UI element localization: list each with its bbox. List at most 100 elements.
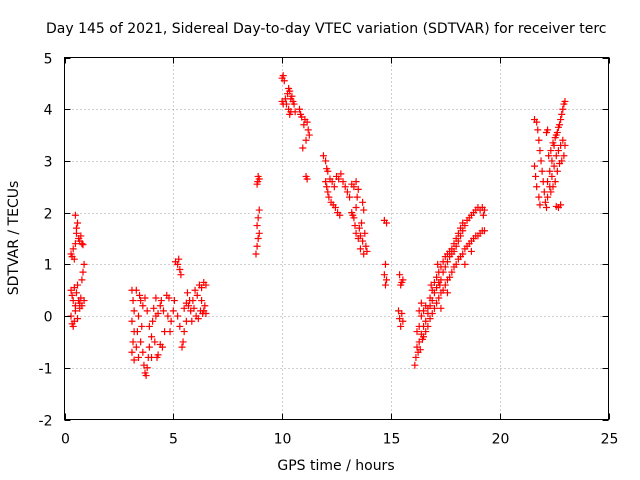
data-point <box>354 185 362 193</box>
data-point <box>346 193 354 201</box>
data-point <box>457 224 465 232</box>
data-point <box>290 100 298 108</box>
data-point <box>397 322 405 330</box>
data-point <box>422 328 430 336</box>
data-point <box>254 178 262 186</box>
data-point <box>343 188 351 196</box>
data-point <box>134 353 142 361</box>
chart-title: Day 145 of 2021, Sidereal Day-to-day VTE… <box>46 21 606 37</box>
data-point <box>160 307 168 315</box>
data-point <box>150 304 158 312</box>
data-point <box>439 258 447 266</box>
data-point <box>132 286 140 294</box>
y-axis-label: SDTVAR / TECUs <box>6 181 22 296</box>
data-point <box>532 172 540 180</box>
data-point <box>253 242 261 250</box>
data-point <box>359 237 367 245</box>
data-point <box>416 346 424 354</box>
data-point <box>443 289 451 297</box>
data-point <box>152 312 160 320</box>
data-point <box>78 302 86 310</box>
data-point <box>544 193 552 201</box>
data-point <box>540 188 548 196</box>
data-point <box>330 183 338 191</box>
x-tick-label: 15 <box>383 432 401 448</box>
data-point <box>554 147 562 155</box>
data-point <box>550 162 558 170</box>
y-tick-label: -2 <box>39 414 53 430</box>
data-point <box>133 328 141 336</box>
data-point <box>480 206 488 214</box>
data-point <box>560 152 568 160</box>
x-tick-labels: 0 5 10 15 20 25 <box>61 432 618 448</box>
data-point <box>556 160 564 168</box>
data-point <box>446 273 454 281</box>
data-point <box>559 136 567 144</box>
data-point <box>176 322 184 330</box>
data-point <box>288 92 296 100</box>
data-point <box>192 312 200 320</box>
data-point <box>434 260 442 268</box>
data-point <box>552 202 560 210</box>
data-point <box>360 206 368 214</box>
data-point <box>68 291 76 299</box>
data-point <box>430 304 438 312</box>
data-point <box>359 198 367 206</box>
data-point <box>551 178 559 186</box>
data-point <box>360 250 368 258</box>
data-point <box>435 294 443 302</box>
data-point <box>553 128 561 136</box>
data-point <box>426 315 434 323</box>
data-point <box>148 353 156 361</box>
data-point <box>280 77 288 85</box>
data-point <box>70 255 78 263</box>
data-point <box>561 141 569 149</box>
data-point <box>129 338 137 346</box>
data-point <box>180 328 188 336</box>
data-point <box>556 121 564 129</box>
data-point <box>74 315 82 323</box>
data-point <box>253 222 261 230</box>
data-point <box>183 289 191 297</box>
data-point <box>139 348 147 356</box>
data-point <box>328 178 336 186</box>
data-point <box>418 335 426 343</box>
data-point <box>143 307 151 315</box>
data-point <box>417 299 425 307</box>
data-point <box>559 105 567 113</box>
data-point <box>325 193 333 201</box>
data-point <box>202 309 210 317</box>
data-point <box>461 260 469 268</box>
data-point <box>180 304 188 312</box>
data-point <box>167 317 175 325</box>
data-point <box>361 229 369 237</box>
data-point <box>538 167 546 175</box>
data-point <box>362 242 370 250</box>
data-point <box>254 235 262 242</box>
data-point <box>339 178 347 186</box>
data-point <box>198 284 206 292</box>
data-point <box>137 338 145 346</box>
y-tick-label: 3 <box>44 155 53 171</box>
data-point <box>71 307 79 315</box>
data-point <box>337 170 345 178</box>
data-point <box>191 286 199 294</box>
data-point <box>534 126 542 134</box>
data-point <box>169 307 177 315</box>
data-point <box>174 260 182 268</box>
data-point <box>324 167 332 175</box>
data-point <box>286 87 294 95</box>
data-point <box>138 322 146 330</box>
data-point <box>158 343 166 351</box>
data-point <box>548 157 556 165</box>
data-point <box>331 203 339 211</box>
data-point <box>145 322 153 330</box>
x-tick-label: 0 <box>61 432 70 448</box>
data-point <box>450 240 458 248</box>
data-point <box>151 338 159 346</box>
data-point <box>254 214 262 222</box>
data-point <box>533 183 541 191</box>
data-point <box>304 126 312 134</box>
data-point <box>80 297 88 305</box>
data-point <box>380 271 388 279</box>
